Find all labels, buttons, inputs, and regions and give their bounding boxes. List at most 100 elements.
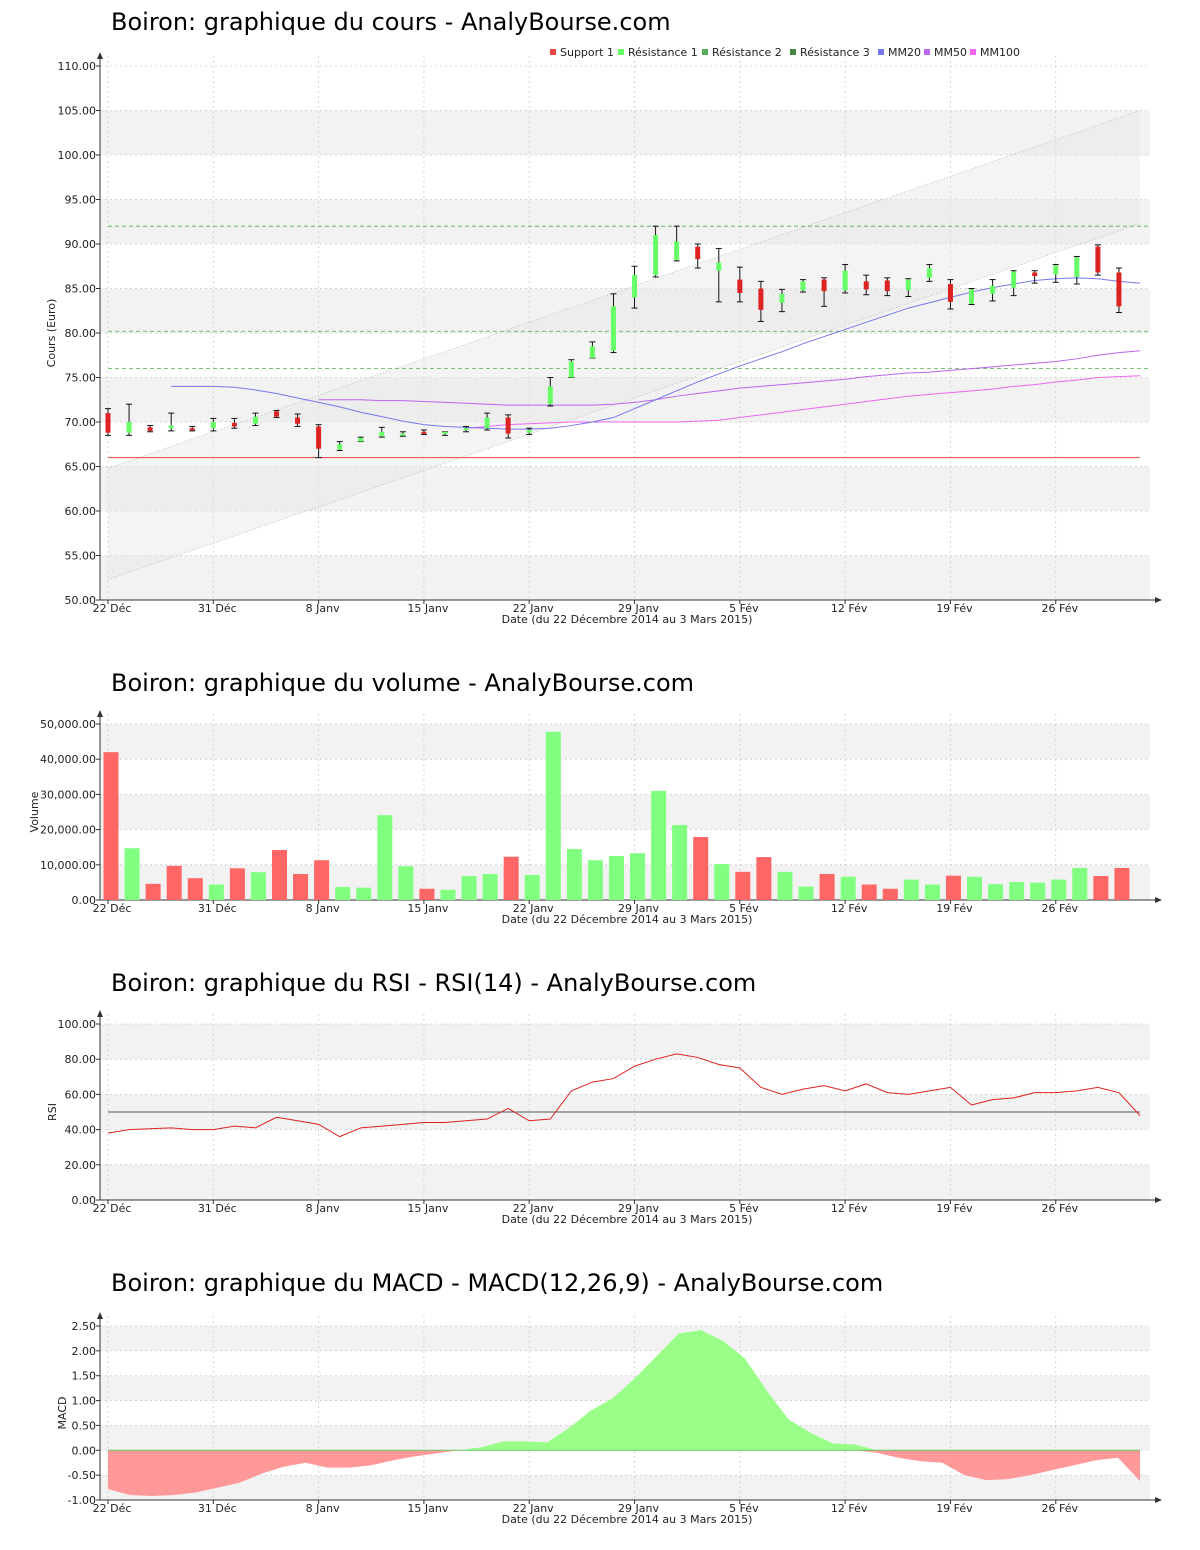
macd-xtick-label: 19 Fév (936, 1502, 973, 1515)
candle-body (400, 433, 406, 436)
candle-body (231, 422, 237, 427)
price-y-arrow (97, 52, 103, 59)
rsi-ytick-label: 80.00 (65, 1053, 97, 1066)
volume-xtick-label: 12 Fév (831, 902, 868, 915)
rsi-xtick-label: 5 Fév (729, 1202, 759, 1215)
volume-chart: 0.00 10,000.00 20,000.00 30,000.00 40,000.00… (28, 710, 1162, 926)
price-xtick-label: 15 Janv (407, 602, 448, 615)
price-ytick-label: 70.00 (65, 416, 97, 429)
volume-bar (967, 876, 983, 900)
macd-grid-band (100, 1475, 1150, 1500)
candle-body (1116, 272, 1122, 307)
volume-bar (1051, 879, 1067, 900)
price-chart-title: Boiron: graphique du cours - AnalyBourse… (111, 8, 671, 36)
rsi-ytick-label: 60.00 (65, 1088, 97, 1101)
volume-ytick-label: 50,000.00 (40, 718, 96, 731)
price-channel-lower (107, 223, 1141, 580)
candle-body (926, 268, 932, 278)
rsi-ytick-label: 100.00 (58, 1018, 97, 1031)
price-ytick-label: 110.00 (58, 60, 97, 73)
rsi-xtick-label: 15 Janv (407, 1202, 448, 1215)
candle-body (189, 428, 195, 431)
volume-bar (798, 886, 814, 900)
volume-ytick-label: 0.00 (72, 894, 97, 907)
candle-body (863, 281, 869, 290)
candle-body (484, 417, 490, 429)
rsi-xtick-label: 26 Fév (1042, 1202, 1079, 1215)
price-ytick-label: 55.00 (65, 550, 97, 563)
volume-bar (735, 871, 751, 900)
price-xtick-label: 22 Janv (513, 602, 554, 615)
candle-body (252, 416, 258, 424)
macd-grid-band (100, 1326, 1150, 1351)
candle-body (969, 289, 975, 304)
rsi-xtick-label: 12 Fév (831, 1202, 868, 1215)
candle-body (547, 386, 553, 405)
legend-swatch (878, 49, 884, 55)
macd-y-arrow (97, 1312, 103, 1319)
price-trend-channel (108, 110, 1140, 580)
candle-body (758, 288, 764, 310)
candle-body (653, 235, 659, 276)
legend-swatch (924, 49, 930, 55)
rsi-xtick-label: 22 Déc (93, 1202, 132, 1215)
macd-ytick-label: -1.00 (68, 1494, 96, 1507)
volume-grid-band (100, 794, 1150, 830)
price-grid-band (100, 199, 1150, 244)
rsi-xlabel: Date (du 22 Décembre 2014 au 3 Mars 2015… (502, 1213, 753, 1226)
volume-ytick-label: 10,000.00 (40, 859, 96, 872)
volume-bar (208, 884, 224, 900)
legend-label: Résistance 3 (800, 46, 870, 59)
rsi-xtick-label: 22 Janv (513, 1202, 554, 1215)
candle-body (568, 361, 574, 378)
rsi-line (107, 1053, 1141, 1138)
candle-body (126, 422, 132, 433)
legend-label: MM100 (980, 46, 1020, 59)
macd-xtick-label: 22 Janv (513, 1502, 554, 1515)
price-xlabel: Date (du 22 Décembre 2014 au 3 Mars 2015… (502, 613, 753, 626)
macd-chart: -1.00 -0.50 0.00 0.50 1.00 1.50 2.00 2.50 22 Déc… (56, 1312, 1162, 1526)
mm20-line (171, 277, 1141, 430)
volume-xtick-label: 8 Janv (306, 902, 340, 915)
volume-y-arrow (97, 710, 103, 717)
candle-body (1095, 246, 1101, 273)
candle-body (442, 431, 448, 434)
legend-swatch (702, 49, 708, 55)
price-xtick-label: 26 Fév (1042, 602, 1079, 615)
price-x-arrow (1155, 597, 1162, 603)
candle-body (674, 241, 680, 261)
volume-grid-band (100, 724, 1150, 760)
price-xtick-label: 8 Janv (306, 602, 340, 615)
candle-body (463, 428, 469, 431)
candle-body (337, 444, 343, 450)
volume-bar (651, 790, 667, 900)
mm50-line (318, 350, 1141, 406)
volume-bar (398, 866, 414, 900)
macd-xtick-label: 15 Janv (407, 1502, 448, 1515)
volume-xtick-label: 22 Déc (93, 902, 132, 915)
price-ytick-label: 80.00 (65, 327, 97, 340)
rsi-xtick-label: 8 Janv (306, 1202, 340, 1215)
volume-bar (335, 886, 351, 900)
macd-xtick-label: 12 Fév (831, 1502, 868, 1515)
volume-xtick-label: 26 Fév (1042, 902, 1079, 915)
price-channel-upper (107, 110, 1141, 469)
volume-bar (819, 873, 835, 900)
volume-bar (271, 850, 287, 900)
legend-swatch (790, 49, 796, 55)
rsi-xtick-label: 31 Déc (198, 1202, 237, 1215)
volume-bar (250, 872, 266, 900)
macd-negative-area (108, 1450, 1140, 1497)
volume-bar (903, 879, 919, 900)
price-ytick-label: 65.00 (65, 461, 97, 474)
volume-bar (945, 875, 961, 900)
candle-body (105, 413, 111, 433)
price-xtick-label: 22 Déc (93, 602, 132, 615)
rsi-x-arrow (1155, 1197, 1162, 1203)
macd-xtick-label: 22 Déc (93, 1502, 132, 1515)
mm100-line (465, 375, 1141, 429)
candle-body (1032, 272, 1038, 277)
price-xtick-label: 31 Déc (198, 602, 237, 615)
rsi-grid-band (100, 1164, 1150, 1200)
price-ytick-label: 50.00 (65, 594, 97, 607)
